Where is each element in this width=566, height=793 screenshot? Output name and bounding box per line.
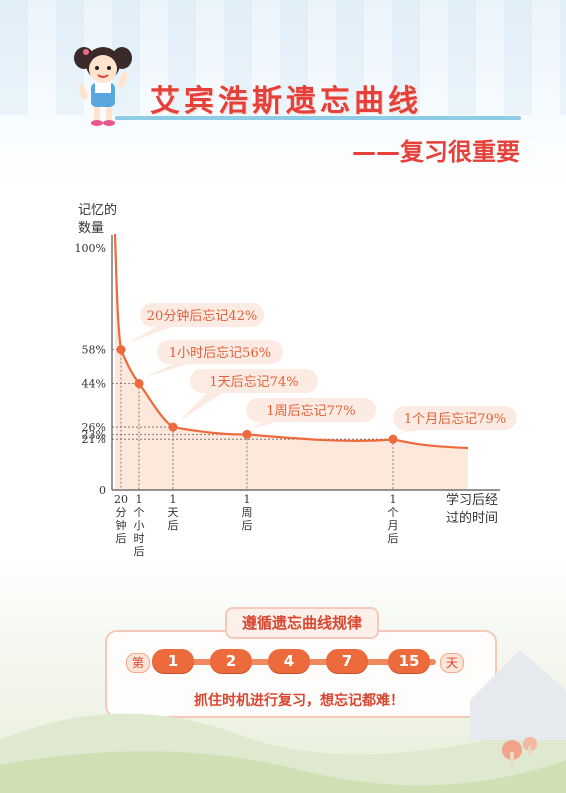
x-tick-label: 月 — [388, 519, 399, 532]
callout-bubble — [157, 340, 283, 364]
x-tick-label: 天 — [168, 506, 179, 519]
page-subtitle: ——复习很重要 — [352, 138, 520, 166]
x-tick-label: 1 — [244, 493, 251, 506]
callout-label: 1天后忘记74% — [209, 375, 298, 390]
callout-pointer — [399, 429, 427, 434]
y-tick-label: 21% — [82, 433, 106, 446]
x-tick-label: 1 — [170, 493, 177, 506]
x-tick-label: 个 — [388, 506, 399, 519]
data-point — [242, 429, 252, 439]
callout-bubble — [393, 406, 517, 430]
data-point — [116, 345, 126, 355]
callout-bubble — [246, 398, 376, 422]
page-title: 艾宾浩斯遗忘曲线 — [150, 84, 422, 119]
callout-pointer — [253, 421, 280, 429]
y-tick-label: 44% — [82, 378, 106, 391]
callout-bubble — [140, 303, 264, 327]
review-rule-footer: 抓住时机进行复习，想忘记都难！ — [194, 693, 404, 709]
x-tick-label: 分 — [116, 506, 127, 519]
x-tick-label: 后 — [242, 519, 253, 532]
x-tick-label: 周 — [242, 506, 253, 519]
y-axis-title-line: 数量 — [78, 221, 104, 236]
review-day-2: 2 — [210, 649, 252, 673]
review-day-3: 4 — [268, 649, 310, 673]
cartoon-girl-icon — [74, 47, 132, 126]
review-suffix: 天 — [440, 653, 464, 673]
x-tick-label: 后 — [134, 545, 145, 558]
title-underline — [115, 116, 521, 120]
x-tick-label: 小 — [134, 519, 145, 532]
x-tick-label: 后 — [168, 519, 179, 532]
x-axis-title-line: 过的时间 — [446, 510, 498, 526]
review-day-track: 第 天 1 2 4 7 15 — [126, 649, 466, 673]
callout-label: 1个月后忘记79% — [404, 412, 506, 427]
callout-label: 20分钟后忘记42% — [147, 308, 257, 324]
y-tick-label: 26% — [82, 421, 106, 434]
y-tick-label: 23% — [82, 428, 106, 441]
data-point — [134, 379, 144, 389]
review-day-4: 7 — [326, 649, 368, 673]
x-tick-label: 20 — [114, 493, 128, 506]
y-axis-title-line: 记忆的 — [78, 202, 117, 218]
y-tick-label: 0 — [99, 484, 106, 497]
data-point — [388, 434, 398, 444]
x-axis-title-line: 学习后经 — [446, 492, 498, 508]
x-tick-label: 个 — [134, 506, 145, 519]
x-tick-label: 1 — [390, 493, 397, 506]
y-tick-label: 58% — [82, 344, 106, 357]
review-day-5: 15 — [388, 649, 430, 673]
review-rule-heading: 遵循遗忘曲线规律 — [225, 607, 379, 639]
data-point — [168, 422, 178, 432]
y-tick-label: 100% — [75, 242, 106, 255]
callout-label: 1周后忘记77% — [266, 404, 355, 419]
review-day-1: 1 — [152, 649, 194, 673]
callout-bubble — [190, 369, 318, 393]
review-prefix: 第 — [126, 653, 150, 673]
callout-pointer — [145, 363, 191, 378]
callout-label: 1小时后忘记56% — [169, 346, 271, 361]
x-tick-label: 后 — [116, 532, 127, 545]
landscape-decoration — [0, 650, 566, 793]
x-tick-label: 1 — [136, 493, 143, 506]
x-tick-label: 时 — [134, 532, 145, 545]
callout-pointer — [127, 326, 174, 344]
forgetting-curve-chart: 记忆的数量学习后经过的时间100%58%44%26%23%21%020分钟后1个… — [75, 202, 517, 558]
callout-pointer — [179, 392, 224, 422]
x-tick-label: 后 — [388, 532, 399, 545]
x-tick-label: 钟 — [116, 518, 127, 532]
review-rule-panel — [105, 630, 497, 718]
